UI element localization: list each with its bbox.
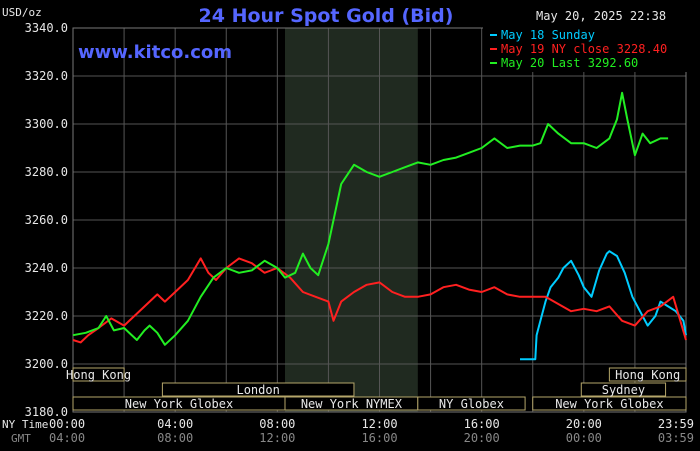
x-tick-ny: 16:00 <box>464 417 500 431</box>
session-label: New York Globex <box>125 397 233 411</box>
y-tick-label: 3320.0 <box>25 69 68 83</box>
series-line <box>520 250 687 361</box>
y-tick-label: 3240.0 <box>25 261 68 275</box>
x-tick-gmt: 20:00 <box>464 431 500 445</box>
session-label: Hong Kong <box>66 368 131 382</box>
y-axis-ticks: 3180.0 3200.0 3220.0 3240.0 3260.0 3280.0 3300… <box>25 21 68 419</box>
x-axis-ticks: 00:0004:0004:0008:0008:0012:0012:0016:00… <box>49 417 694 445</box>
ny-time-row-label: NY Time <box>2 418 48 431</box>
legend-label: May 20 Last 3292.60 <box>501 56 638 70</box>
legend-label: May 19 NY close 3228.40 <box>501 42 667 56</box>
x-tick-gmt: 16:00 <box>361 431 397 445</box>
session-label: New York NYMEX <box>301 397 403 411</box>
chart-timestamp: May 20, 2025 22:38 <box>536 9 666 23</box>
session-label: London <box>236 383 279 397</box>
x-tick-gmt: 12:00 <box>259 431 295 445</box>
series-line <box>72 91 669 346</box>
x-tick-ny: 00:00 <box>49 417 85 431</box>
y-axis-label: USD/oz <box>2 6 42 19</box>
x-tick-gmt: 04:00 <box>49 431 85 445</box>
x-tick-gmt: 08:00 <box>157 431 193 445</box>
y-tick-label: 3340.0 <box>25 21 68 35</box>
y-tick-label: 3280.0 <box>25 165 68 179</box>
y-tick-label: 3260.0 <box>25 213 68 227</box>
gmt-row-label: GMT <box>11 432 31 445</box>
session-bar <box>417 396 526 411</box>
session-label: New York Globex <box>555 397 663 411</box>
x-tick-gmt: 03:59 <box>658 431 694 445</box>
y-tick-label: 3300.0 <box>25 117 68 131</box>
x-tick-ny: 12:00 <box>361 417 397 431</box>
y-tick-label: 3180.0 <box>25 405 68 419</box>
session-label: Sydney <box>602 383 645 397</box>
y-tick-label: 3200.0 <box>25 357 68 371</box>
plot-border <box>72 27 687 413</box>
x-tick-ny: 04:00 <box>157 417 193 431</box>
x-tick-gmt: 00:00 <box>566 431 602 445</box>
legend-box <box>483 26 696 72</box>
brand-watermark[interactable]: www.kitco.com <box>78 42 232 63</box>
session-bar <box>161 382 355 397</box>
y-tick-label: 3220.0 <box>25 309 68 323</box>
series-lines <box>72 91 687 361</box>
x-tick-ny: 08:00 <box>259 417 295 431</box>
chart-title: 24 Hour Spot Gold (Bid) <box>199 5 454 27</box>
session-bar <box>72 367 125 382</box>
legend-label: May 18 Sunday <box>501 28 595 42</box>
x-tick-ny: 23:59 <box>658 417 694 431</box>
grid-lines <box>72 27 687 413</box>
session-bar <box>532 396 687 411</box>
session-bar <box>580 382 667 397</box>
x-tick-ny: 20:00 <box>566 417 602 431</box>
session-bar <box>608 367 687 382</box>
series-line <box>72 257 687 344</box>
session-label: Hong Kong <box>615 368 680 382</box>
session-label: NY Globex <box>439 397 504 411</box>
